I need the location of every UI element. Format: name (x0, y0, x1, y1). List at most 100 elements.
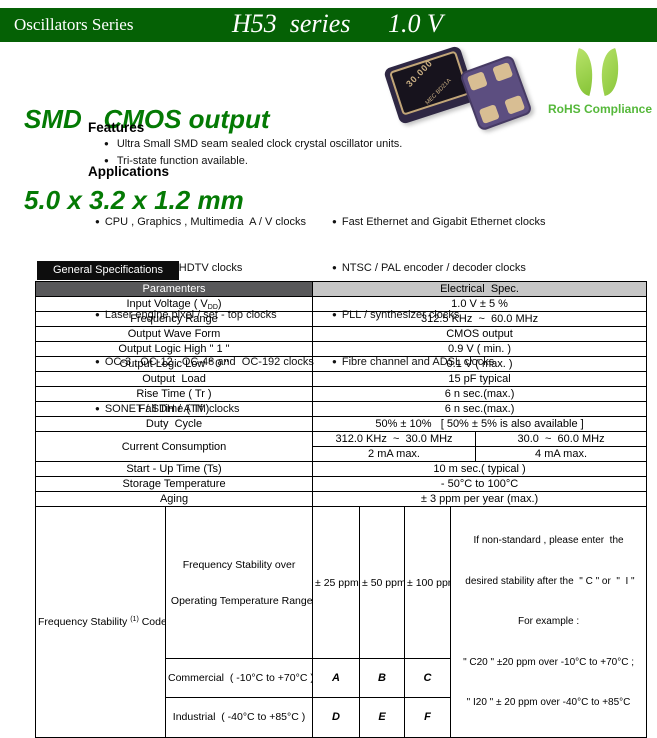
stability-subheader-line2: Operating Temperature Range (168, 594, 313, 607)
solder-pad (478, 104, 500, 125)
feature-text: Tri-state function available. (116, 154, 248, 167)
chip-marking-frequency: 30.000 (404, 57, 435, 89)
table-row: Frequency Range 312.5 KHz ~ 60.0 MHz (34, 311, 648, 327)
ppm-col-25: ± 25 ppm (312, 505, 361, 660)
general-specifications-badge: General Specifications (37, 261, 179, 280)
table-row: Output Wave Form CMOS output (34, 326, 648, 342)
feature-text: Ultra Small SMD seam sealed clock crysta… (116, 138, 403, 150)
solder-pad (492, 61, 514, 82)
vdd-subscript: DD (207, 303, 218, 311)
note-line: For example : (517, 616, 580, 627)
table-row: Output Logic Low " 0 " 0.1 V ( max. ) (34, 356, 648, 372)
value-cell: 312.5 KHz ~ 60.0 MHz (312, 311, 648, 327)
param-cell: Duty Cycle (34, 416, 314, 432)
cc-value-low: 2 mA max. (312, 446, 477, 462)
application-text: Fast Ethernet and Gigabit Ethernet clock… (341, 215, 546, 228)
value-cell: 6 n sec.(max.) (312, 386, 648, 402)
bullet-icon: ● (332, 263, 337, 273)
rohs-label: RoHS Compliance (547, 102, 652, 116)
code-e: E (359, 697, 406, 738)
value-cell: - 50°C to 100°C (312, 476, 648, 492)
ppm-col-100: ± 100 ppm (404, 505, 452, 660)
product-title-line2: 5.0 x 3.2 x 1.2 mm (24, 185, 244, 215)
table-row: Storage Temperature - 50°C to 100°C (34, 476, 648, 492)
table-row: Rise Time ( Tr ) 6 n sec.(max.) (34, 386, 648, 402)
param-cell: Output Logic High " 1 " (34, 341, 314, 357)
bullet-icon: ● (104, 155, 109, 165)
code-d: D (312, 697, 361, 738)
note-line: If non-standard , please enter the (473, 535, 624, 546)
chip-marking-code: MEC BD21A (424, 77, 453, 107)
table-row: Aging ± 3 ppm per year (max.) (34, 491, 648, 507)
table-row-stability-header: Frequency Stability (1) Codes Frequency … (35, 505, 648, 738)
header-bar: Oscillators Series H53 series 1.0 V (0, 8, 657, 42)
value-cell: 0.9 V ( min. ) (312, 341, 648, 357)
value-cell: 15 pF typical (312, 371, 648, 387)
note-line: " C20 " ±20 ppm over -10°C to +70°C ; (463, 656, 635, 668)
table-row: Output Logic High " 1 " 0.9 V ( min. ) (34, 341, 648, 357)
table-header-row: Paramenters Electrical Spec. (34, 281, 648, 297)
code-a: A (312, 658, 361, 699)
param-frequency-stability: Frequency Stability (1) Codes (35, 506, 166, 738)
application-item: ● CPU , Graphics , Multimedia A / V clock… (95, 214, 314, 230)
param-text: ) (217, 297, 222, 310)
application-text: NTSC / PAL encoder / decoder clocks (341, 262, 526, 275)
features-list: ● Ultra Small SMD seam sealed clock cryst… (104, 136, 402, 169)
value-cell: 0.1 V ( max. ) (312, 356, 648, 372)
product-title-line1: SMD CMOS output (24, 104, 270, 134)
stability-notes: If non-standard , please enter the desir… (450, 506, 648, 738)
footnote-marker: (1) (130, 615, 139, 623)
column-header-electrical-spec: Electrical Spec. (312, 281, 648, 297)
code-b: B (359, 658, 406, 699)
param-cell: Fall Time ( Tf ) (34, 401, 314, 417)
note-line: desired stability after the " C " or " I… (462, 575, 635, 587)
table-row: Fall Time ( Tf ) 6 n sec.(max.) (34, 401, 648, 417)
note-line: " I20 " ± 20 ppm over -40°C to +85°C (466, 697, 631, 708)
cc-range-high: 30.0 ~ 60.0 MHz (475, 431, 648, 447)
code-f: F (404, 697, 452, 738)
industrial-range: Industrial ( -40°C to +85°C ) (164, 697, 314, 738)
bullet-icon: ● (332, 216, 337, 226)
leaf-icon (594, 47, 626, 97)
table-row: Duty Cycle 50% ± 10% [ 50% ± 5% is also … (34, 416, 648, 432)
applications-heading: Applications (88, 164, 170, 179)
oscillator-top-face: 30.000 MEC BD21A (388, 50, 470, 116)
param-cell: Output Logic Low " 0 " (34, 356, 314, 372)
stability-subheader: Frequency Stability over Operating Tempe… (164, 505, 314, 660)
stability-label: Codes (141, 615, 165, 628)
datasheet-page: Oscillators Series H53 series 1.0 V SMD … (0, 8, 657, 738)
value-cell: 10 m sec.( typical ) (312, 461, 648, 477)
column-header-parameters: Paramenters (34, 281, 314, 297)
features-heading: Features (88, 120, 145, 135)
rohs-logo: RoHS Compliance (545, 46, 655, 118)
table-row: Input Voltage ( VDD) 1.0 V ± 5 % (34, 296, 648, 312)
bullet-icon: ● (104, 139, 109, 148)
param-text: Input Voltage ( V (126, 297, 208, 310)
param-cell: Aging (34, 491, 314, 507)
solder-pad (466, 71, 488, 92)
cc-value-high: 4 mA max. (475, 446, 648, 462)
application-item: ● NTSC / PAL encoder / decoder clocks (332, 260, 545, 276)
application-item: ● Fast Ethernet and Gigabit Ethernet cloc… (332, 214, 545, 230)
series-label: Oscillators Series (14, 15, 134, 34)
value-cell: ± 3 ppm per year (max.) (312, 491, 648, 507)
product-title: SMD CMOS output 5.0 x 3.2 x 1.2 mm (24, 52, 270, 268)
stability-label: Frequency Stability (38, 615, 131, 628)
param-current-consumption: Current Consumption (34, 431, 314, 462)
feature-item: ● Tri-state function available. (104, 153, 402, 170)
chip-marking: 30.000 MEC BD21A (392, 46, 467, 120)
feature-item: ● Ultra Small SMD seam sealed clock cryst… (104, 136, 402, 153)
solder-pad (504, 94, 526, 115)
leaf-icon (568, 47, 600, 97)
param-cell: Storage Temperature (34, 476, 314, 492)
bullet-icon: ● (95, 216, 100, 226)
table-row: Start - Up Time (Ts) 10 m sec.( typical … (34, 461, 648, 477)
param-cell: Output Wave Form (34, 326, 314, 342)
param-cell: Rise Time ( Tr ) (34, 386, 314, 402)
value-cell: CMOS output (312, 326, 648, 342)
series-title: H53 series (232, 9, 351, 38)
series-voltage: 1.0 V (388, 9, 443, 38)
cc-range-low: 312.0 KHz ~ 30.0 MHz (312, 431, 477, 447)
param-cell: Start - Up Time (Ts) (34, 461, 314, 477)
value-cell: 50% ± 10% [ 50% ± 5% is also available ] (312, 416, 648, 432)
